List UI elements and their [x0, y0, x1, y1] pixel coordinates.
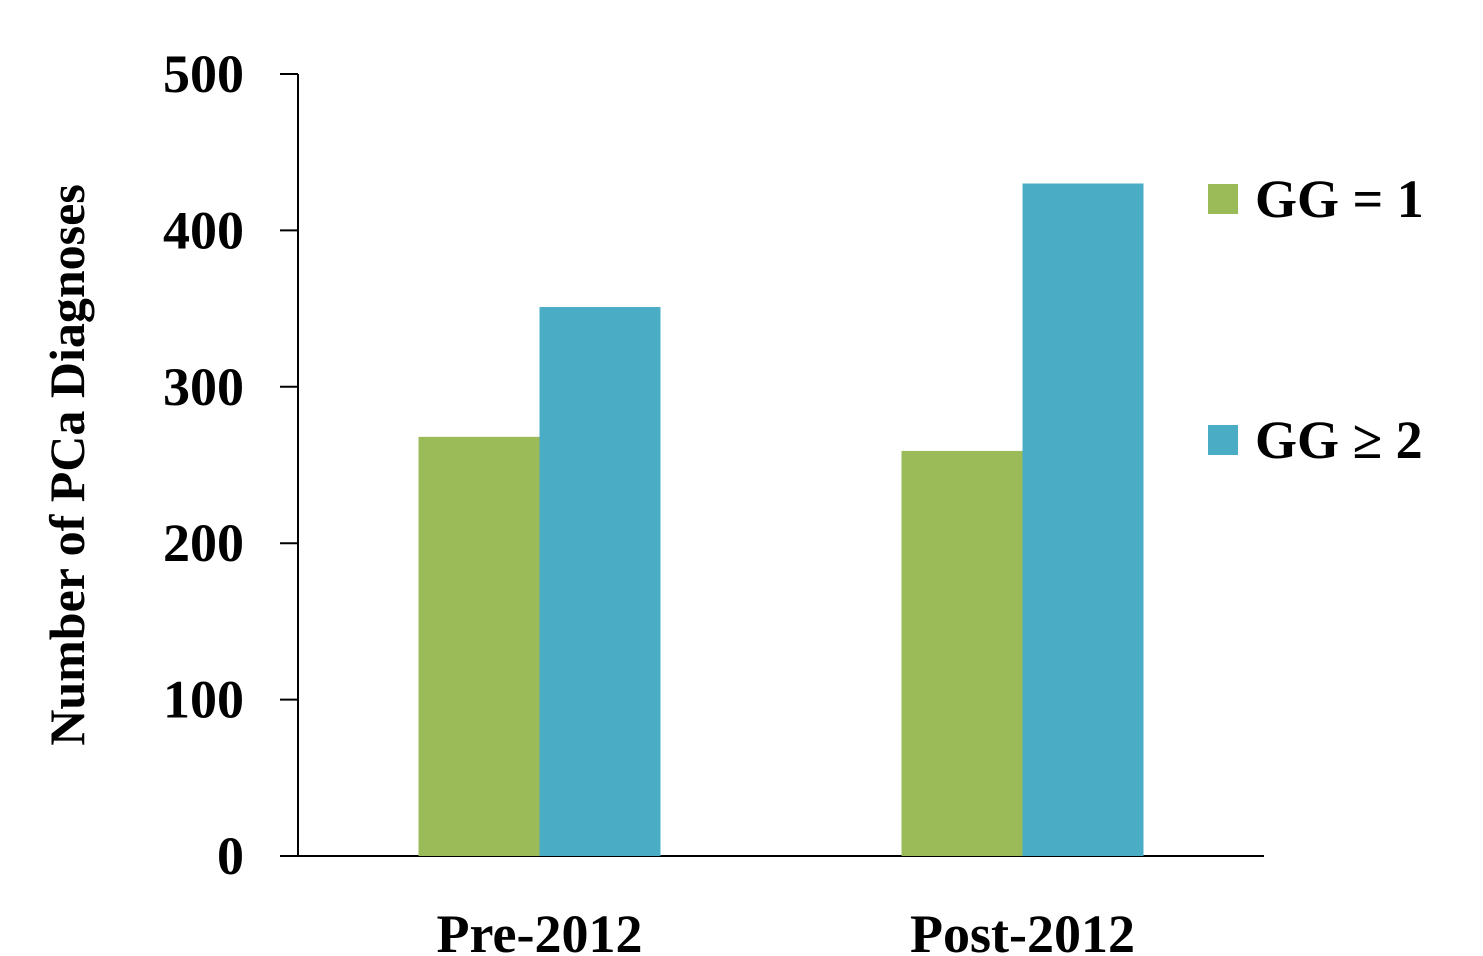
- legend: GG = 1 GG ≥ 2: [1208, 169, 1424, 470]
- y-tick-label: 300: [163, 357, 244, 417]
- x-tick-label: Post-2012: [910, 904, 1135, 956]
- y-tick-label: 200: [163, 513, 244, 573]
- y-tick-label: 100: [163, 670, 244, 730]
- y-tick-label: 0: [217, 826, 244, 886]
- x-tick-label: Pre-2012: [437, 904, 643, 956]
- bar: [418, 436, 540, 856]
- y-axis-title: Number of PCa Diagnoses: [39, 184, 95, 746]
- bar: [1022, 183, 1144, 857]
- x-axis: Pre-2012 Post-2012: [298, 855, 1264, 956]
- bar: [539, 307, 661, 856]
- bar: [901, 450, 1023, 856]
- legend-label: GG = 1: [1255, 169, 1424, 229]
- y-tick-label: 500: [163, 44, 244, 104]
- y-tick-label: 400: [163, 200, 244, 260]
- legend-label: GG ≥ 2: [1255, 410, 1423, 470]
- legend-swatch: [1208, 184, 1238, 214]
- bars: [418, 183, 1144, 857]
- legend-swatch: [1208, 425, 1238, 455]
- y-axis: 0 100 200 300 400 500: [163, 44, 299, 886]
